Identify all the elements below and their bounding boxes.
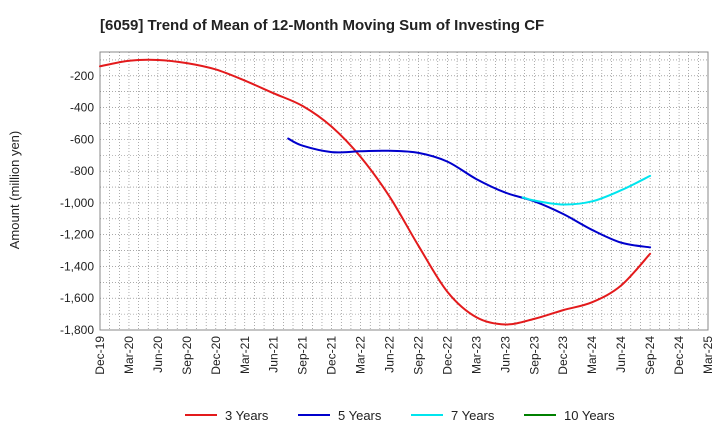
series-line-7-years: [521, 174, 652, 206]
x-tick-label: Dec-22: [440, 336, 454, 375]
x-tick-label: Sep-24: [643, 336, 657, 375]
series-line-3-years: [99, 58, 652, 326]
x-tick-label: Mar-23: [469, 336, 483, 374]
x-tick-label: Mar-20: [122, 336, 136, 374]
legend-label: 3 Years: [225, 408, 269, 423]
series-lines: [99, 58, 652, 326]
x-tick-label: Dec-20: [209, 336, 223, 375]
legend-label: 10 Years: [564, 408, 615, 423]
y-tick-label: -200: [70, 69, 94, 83]
x-tick-label: Dec-23: [556, 336, 570, 375]
plot-area: [99, 51, 709, 331]
legend-label: 7 Years: [451, 408, 495, 423]
x-tick-label: Sep-22: [411, 336, 425, 375]
y-tick-label: -400: [70, 101, 94, 115]
x-tick-label: Sep-20: [180, 336, 194, 375]
x-tick-label: Mar-25: [701, 336, 715, 374]
x-tick-label: Jun-23: [498, 336, 512, 373]
x-tick-label: Sep-21: [296, 336, 310, 375]
x-axis-ticks: Dec-19 Mar-20 Jun-20 Sep-20 Dec-20 Mar-21 Jun-…: [93, 336, 715, 375]
x-tick-label: Jun-22: [383, 336, 397, 373]
series-line-5-years: [287, 137, 652, 249]
y-axis-label: Amount (million yen): [7, 131, 22, 250]
y-axis-ticks: -200 -400 -600 -800 -1,000 -1,200 -1,400 -1,600…: [60, 69, 94, 337]
x-tick-label: Jun-21: [267, 336, 281, 373]
x-tick-label: Dec-24: [672, 336, 686, 375]
grid-lines: [100, 52, 708, 330]
y-tick-label: -600: [70, 132, 94, 146]
x-tick-label: Jun-20: [151, 336, 165, 373]
x-tick-label: Sep-23: [527, 336, 541, 375]
y-tick-label: -1,200: [60, 228, 94, 242]
y-tick-label: -1,800: [60, 323, 94, 337]
y-tick-label: -1,600: [60, 291, 94, 305]
chart-title: [6059] Trend of Mean of 12-Month Moving …: [100, 17, 544, 34]
x-tick-label: Dec-21: [325, 336, 339, 375]
y-tick-label: -800: [70, 164, 94, 178]
y-tick-label: -1,400: [60, 259, 94, 273]
x-tick-label: Jun-24: [614, 336, 628, 373]
x-tick-label: Mar-22: [354, 336, 368, 374]
legend: 3 Years 5 Years 7 Years 10 Years: [185, 408, 615, 423]
x-tick-label: Dec-19: [93, 336, 107, 375]
x-tick-label: Mar-21: [238, 336, 252, 374]
x-tick-label: Mar-24: [585, 336, 599, 374]
legend-label: 5 Years: [338, 408, 382, 423]
y-tick-label: -1,000: [60, 196, 94, 210]
